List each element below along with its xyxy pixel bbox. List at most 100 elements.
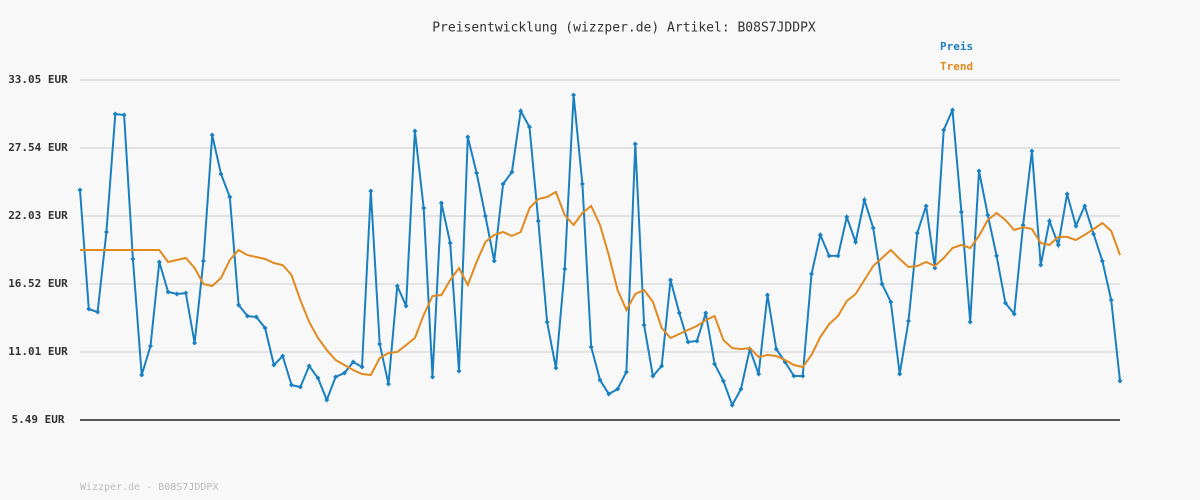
data-point <box>491 258 497 264</box>
data-point <box>165 289 171 295</box>
data-point <box>1091 231 1097 237</box>
data-point <box>888 299 894 305</box>
data-point <box>139 372 145 378</box>
data-point <box>1073 223 1079 229</box>
data-point <box>870 225 876 231</box>
data-point <box>897 371 903 377</box>
data-point <box>703 310 709 316</box>
data-point <box>1108 297 1114 303</box>
data-point <box>1099 258 1105 264</box>
legend-entry: Trend <box>940 60 973 73</box>
data-point <box>236 302 242 308</box>
data-point <box>227 194 233 200</box>
data-point <box>562 266 568 272</box>
data-point <box>324 397 330 403</box>
data-point <box>1055 242 1061 248</box>
data-point <box>262 325 268 331</box>
data-point <box>403 303 409 309</box>
data-point <box>526 124 532 130</box>
legend-entry: Preis <box>940 40 973 53</box>
data-point <box>112 111 118 117</box>
data-point <box>350 359 356 365</box>
data-point <box>615 386 621 392</box>
data-point <box>174 291 180 297</box>
data-point <box>729 402 735 408</box>
data-point <box>641 322 647 328</box>
data-point <box>650 373 656 379</box>
data-point <box>95 309 101 315</box>
data-point <box>800 373 806 379</box>
y-tick-label: 33.05 EUR <box>8 73 68 86</box>
data-point <box>359 364 365 370</box>
data-point <box>659 363 665 369</box>
y-tick-label: 5.49 EUR <box>12 413 65 426</box>
data-point <box>773 346 779 352</box>
data-point <box>1082 203 1088 209</box>
data-point <box>482 213 488 219</box>
data-point <box>835 253 841 259</box>
data-point <box>297 384 303 390</box>
data-point <box>447 240 453 246</box>
footer: Wizzper.de - B08S7JDDPX <box>80 482 218 493</box>
data-point <box>1117 378 1123 384</box>
data-point <box>826 253 832 259</box>
data-point <box>1029 148 1035 154</box>
data-point <box>315 375 321 381</box>
data-point <box>853 239 859 245</box>
data-point <box>1011 311 1017 317</box>
data-point <box>606 391 612 397</box>
data-point <box>941 127 947 133</box>
data-point <box>271 362 277 368</box>
data-point <box>844 214 850 220</box>
data-point <box>465 134 471 140</box>
data-point <box>976 168 982 174</box>
data-point <box>368 188 374 194</box>
data-point <box>905 318 911 324</box>
data-point <box>456 368 462 374</box>
data-point <box>192 340 198 346</box>
data-point <box>430 374 436 380</box>
data-point <box>571 92 577 98</box>
data-point <box>394 283 400 289</box>
data-point <box>183 290 189 296</box>
data-point <box>200 258 206 264</box>
data-point <box>1038 262 1044 268</box>
data-point <box>209 132 215 138</box>
data-point <box>438 200 444 206</box>
data-point <box>738 386 744 392</box>
data-point <box>1002 300 1008 306</box>
data-point <box>77 187 83 193</box>
data-point <box>756 371 762 377</box>
data-point <box>879 281 885 287</box>
data-point <box>289 382 295 388</box>
data-point <box>932 265 938 271</box>
data-point <box>676 310 682 316</box>
data-point <box>712 361 718 367</box>
data-point <box>579 181 585 187</box>
data-point <box>385 381 391 387</box>
data-point <box>685 339 691 345</box>
data-point <box>985 212 991 218</box>
data-point <box>861 197 867 203</box>
data-point <box>950 107 956 113</box>
data-point <box>535 218 541 224</box>
data-point <box>86 306 92 312</box>
data-point <box>509 169 515 175</box>
y-tick-label: 11.01 EUR <box>8 345 68 358</box>
data-point <box>280 353 286 359</box>
data-point <box>377 341 383 347</box>
data-point <box>923 203 929 209</box>
data-point <box>156 259 162 265</box>
data-point <box>421 205 427 211</box>
data-point <box>694 338 700 344</box>
data-point <box>958 209 964 215</box>
y-tick-label: 16.52 EUR <box>8 277 68 290</box>
data-point <box>588 344 594 350</box>
data-point <box>632 141 638 147</box>
data-point <box>817 232 823 238</box>
data-point <box>130 256 136 262</box>
data-point <box>809 271 815 277</box>
data-point <box>668 277 674 283</box>
data-point <box>148 343 154 349</box>
